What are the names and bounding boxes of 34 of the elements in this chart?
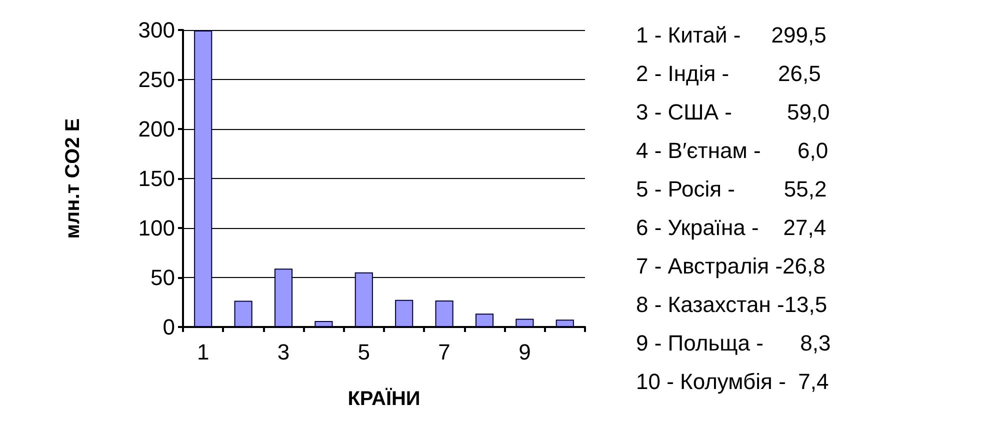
text: 3 - США - 59,0 bbox=[636, 100, 830, 124]
y-tick-label: 0 bbox=[162, 314, 175, 340]
bar bbox=[194, 30, 212, 327]
bar bbox=[274, 268, 293, 327]
text: 2 - Індія - 26,5 bbox=[636, 61, 821, 86]
y-tick-label: 50 bbox=[150, 265, 175, 290]
x-tick-label: 9 bbox=[518, 340, 531, 364]
y-tick-label: 100 bbox=[138, 216, 175, 240]
x-tick-label: 1 bbox=[196, 340, 210, 364]
text: 1 - Китай - 299,5 bbox=[636, 22, 826, 48]
bar bbox=[395, 300, 414, 327]
y-tick-label: 250 bbox=[138, 67, 175, 92]
x-tick-label: 5 bbox=[358, 340, 370, 364]
y-tick-label: 150 bbox=[138, 166, 175, 191]
bar bbox=[314, 321, 333, 327]
text: 5 - Росія - 55,2 bbox=[636, 176, 827, 202]
y-tick-label: 200 bbox=[138, 116, 175, 142]
y-tick-label: 300 bbox=[138, 18, 175, 42]
text: 9 - Польща - 8,3 bbox=[636, 330, 831, 356]
x-tick-label: 3 bbox=[277, 340, 290, 364]
bar bbox=[556, 320, 574, 327]
bar bbox=[435, 300, 454, 327]
x-axis-title: КРАЇНИ bbox=[348, 387, 420, 410]
y-axis-title: млн.т CO2 E bbox=[62, 118, 84, 239]
bar bbox=[354, 272, 373, 327]
text: 7 - Австралія -26,8 bbox=[636, 254, 826, 278]
text: 10 - Колумбія - 7,4 bbox=[636, 369, 829, 394]
text: 4 - В′єтнам - 6,0 bbox=[636, 138, 828, 163]
text: 6 - Україна - 27,4 bbox=[636, 215, 826, 240]
bar bbox=[234, 300, 252, 327]
bar bbox=[475, 314, 494, 327]
bar bbox=[516, 318, 534, 327]
x-tick-label: 7 bbox=[438, 340, 450, 364]
text: 8 - Казахстан -13,5 bbox=[636, 292, 828, 317]
